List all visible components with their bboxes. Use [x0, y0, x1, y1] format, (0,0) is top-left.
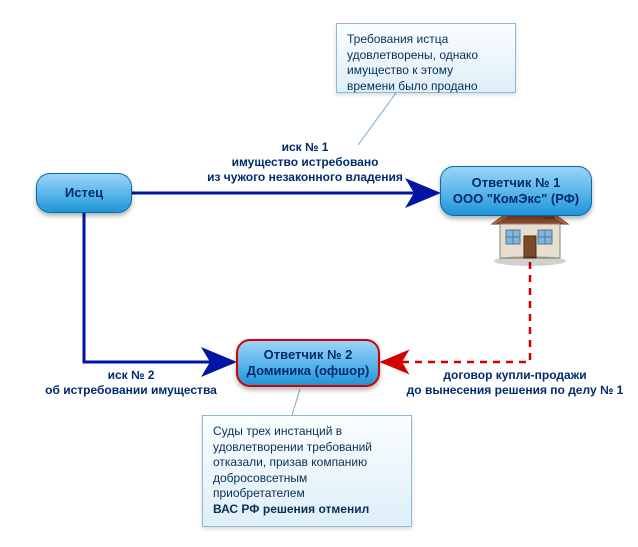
node-defendant-1-line1: Ответчик № 1 — [453, 175, 579, 191]
label-claim-2-title: иск № 2 — [36, 368, 226, 383]
callout-top-l2: удовлетворены, однако — [347, 48, 505, 64]
node-defendant-2-line2: Доминика (офшор) — [247, 363, 370, 379]
node-defendant-2-line1: Ответчик № 2 — [247, 347, 370, 363]
label-sale-l1: договор купли-продажи — [400, 368, 630, 383]
callout-bottom-l3: отказали, призав компанию — [213, 455, 401, 471]
callout-bottom-bold: ВАС РФ решения отменил — [213, 502, 401, 518]
node-defendant-1-line2: ООО "КомЭкс" (РФ) — [453, 191, 579, 207]
callout-top-l4: времени было продано — [347, 79, 505, 95]
callout-bottom-l5: приобретателем — [213, 486, 401, 502]
label-claim-2-l1: об истребовании имущества — [36, 383, 226, 398]
edge-sale-contract — [382, 262, 530, 362]
edge-claim-2 — [84, 213, 234, 362]
label-claim-1-l1: имущество истребовано — [190, 155, 420, 170]
label-claim-1-l2: из чужого незаконного владения — [190, 170, 420, 185]
node-defendant-1: Ответчик № 1 ООО "КомЭкс" (РФ) — [440, 166, 592, 216]
callout-bottom: Суды трех инстанций в удовлетворении тре… — [202, 415, 412, 527]
label-claim-1-title: иск № 1 — [190, 140, 420, 155]
callout-connector-bottom — [292, 389, 300, 415]
label-claim-2: иск № 2 об истребовании имущества — [36, 368, 226, 398]
node-defendant-2: Ответчик № 2 Доминика (офшор) — [236, 339, 380, 387]
label-claim-1: иск № 1 имущество истребовано из чужого … — [190, 140, 420, 185]
callout-bottom-l2: удовлетворении требований — [213, 440, 401, 456]
callout-top-l3: имущество к этому — [347, 63, 505, 79]
label-sale-contract: договор купли-продажи до вынесения решен… — [400, 368, 630, 398]
callout-connector-top — [358, 93, 396, 145]
callout-top-l1: Требования истца — [347, 32, 505, 48]
callout-top: Требования истца удовлетворены, однако и… — [336, 23, 516, 93]
node-plaintiff: Истец — [36, 173, 132, 213]
callout-bottom-l4: добросовсетным — [213, 471, 401, 487]
diagram-canvas: Истец Ответчик № 1 ООО "КомЭкс" (РФ) Отв… — [0, 0, 638, 547]
callout-bottom-l1: Суды трех инстанций в — [213, 424, 401, 440]
node-plaintiff-label: Истец — [65, 185, 103, 201]
label-sale-l2: до вынесения решения по делу № 1 — [400, 383, 630, 398]
